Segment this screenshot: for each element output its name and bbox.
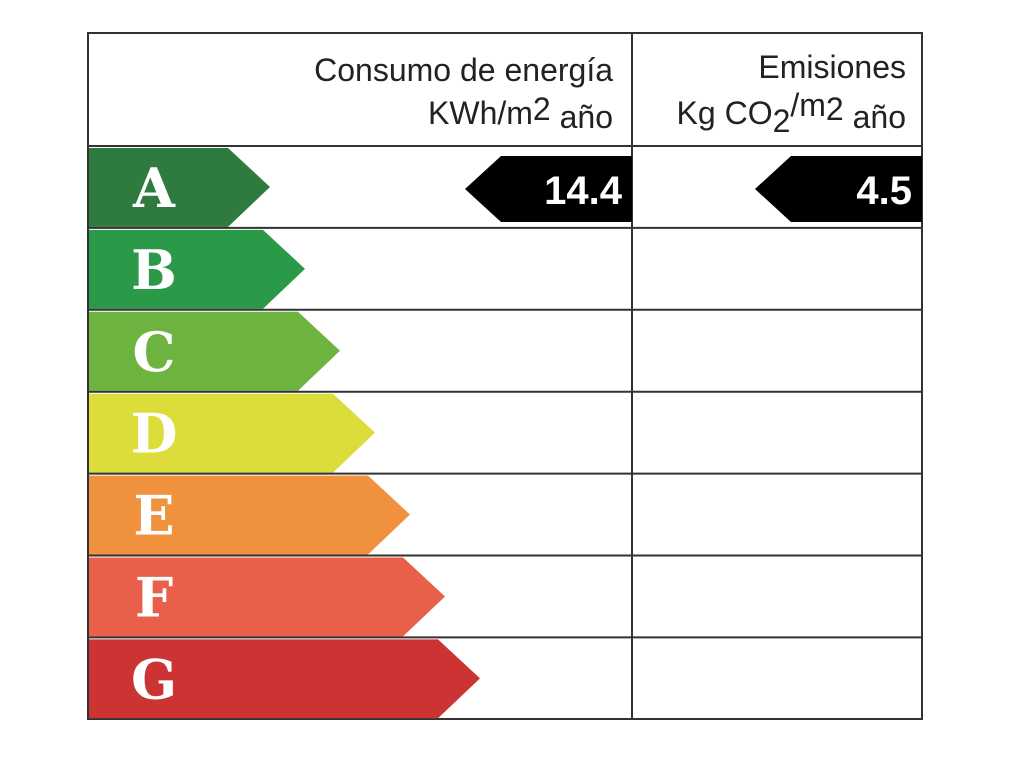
rating-letter: A [132, 156, 176, 220]
indicator-arrow [755, 156, 922, 222]
emissions-title: Emisiones [758, 49, 906, 85]
rating-arrow [89, 475, 410, 555]
rating-letter: D [131, 402, 178, 466]
rating-arrow [89, 557, 445, 637]
rating-arrow [89, 229, 305, 309]
emissions-unit: Kg CO2/m2 año [677, 87, 906, 139]
unit-part: año [551, 99, 613, 135]
indicator-value: 4.5 [856, 169, 912, 213]
rating-letter: G [131, 647, 177, 711]
rating-arrow [89, 311, 340, 391]
rating-arrow [89, 148, 270, 227]
unit-part: Kg CO [677, 95, 773, 131]
energy-unit: KWh/m2 año [428, 91, 613, 135]
rating-letter: C [133, 320, 176, 384]
rating-arrow [89, 393, 375, 473]
indicator-value: 14.4 [544, 169, 623, 213]
unit-part: año [844, 99, 906, 135]
rating-letter: F [135, 565, 173, 629]
rating-arrow [89, 639, 480, 719]
unit-part: KWh/m [428, 95, 533, 131]
indicator-arrow [465, 156, 632, 222]
unit-sub: 2 [773, 103, 791, 139]
rating-letter: B [131, 238, 177, 302]
unit-sup: 2 [826, 91, 844, 127]
rating-letter: E [133, 484, 174, 548]
unit-sup: 2 [533, 91, 551, 127]
energy-title: Consumo de energía [314, 52, 613, 88]
unit-part: /m [790, 87, 826, 123]
